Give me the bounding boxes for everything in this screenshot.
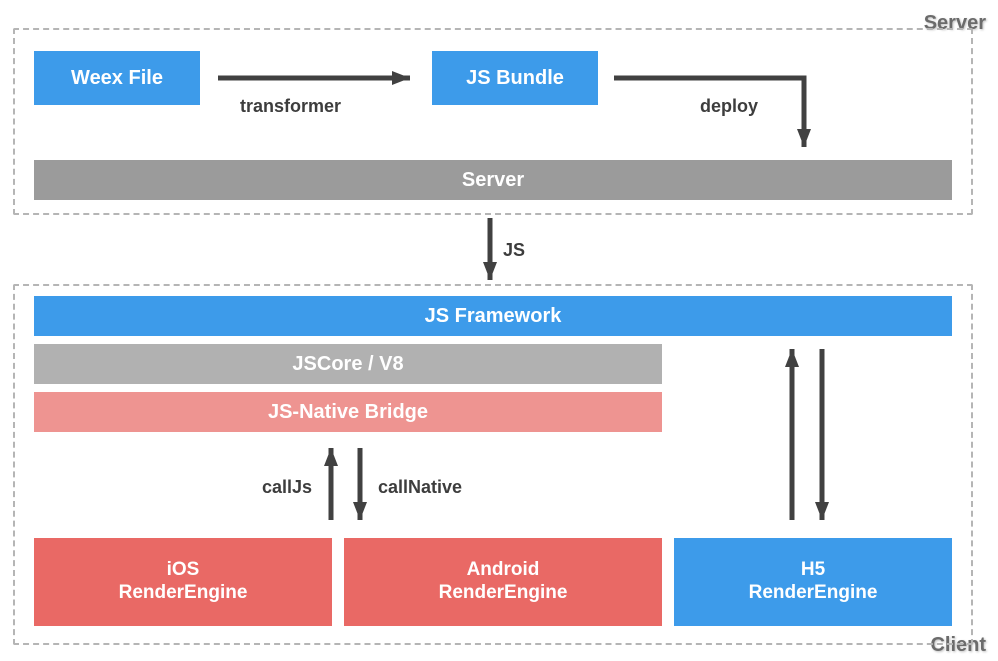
node-js-native-bridge: JS-Native Bridge bbox=[34, 392, 662, 432]
node-h5-render-engine: H5 RenderEngine bbox=[674, 538, 952, 626]
node-label: Android RenderEngine bbox=[439, 559, 568, 605]
arrow-label-deploy: deploy bbox=[700, 96, 758, 117]
node-label: H5 RenderEngine bbox=[749, 559, 878, 605]
node-android-render-engine: Android RenderEngine bbox=[344, 538, 662, 626]
node-server: Server bbox=[34, 160, 952, 200]
node-label: JS-Native Bridge bbox=[268, 400, 428, 424]
node-ios-render-engine: iOS RenderEngine bbox=[34, 538, 332, 626]
arrow-label-transformer: transformer bbox=[240, 96, 341, 117]
arrow-label-callnative: callNative bbox=[378, 477, 462, 498]
arrow-label-js: JS bbox=[503, 240, 525, 261]
node-jscore-v8: JSCore / V8 bbox=[34, 344, 662, 384]
node-js-framework: JS Framework bbox=[34, 296, 952, 336]
node-js-bundle: JS Bundle bbox=[432, 51, 598, 105]
node-label: JSCore / V8 bbox=[292, 352, 403, 376]
node-label: JS Framework bbox=[425, 304, 562, 328]
node-label: Server bbox=[462, 168, 524, 192]
node-label: JS Bundle bbox=[466, 66, 564, 90]
node-label: Weex File bbox=[71, 66, 163, 90]
node-label: iOS RenderEngine bbox=[119, 559, 248, 605]
node-weex-file: Weex File bbox=[34, 51, 200, 105]
arrow-label-calljs: callJs bbox=[262, 477, 312, 498]
